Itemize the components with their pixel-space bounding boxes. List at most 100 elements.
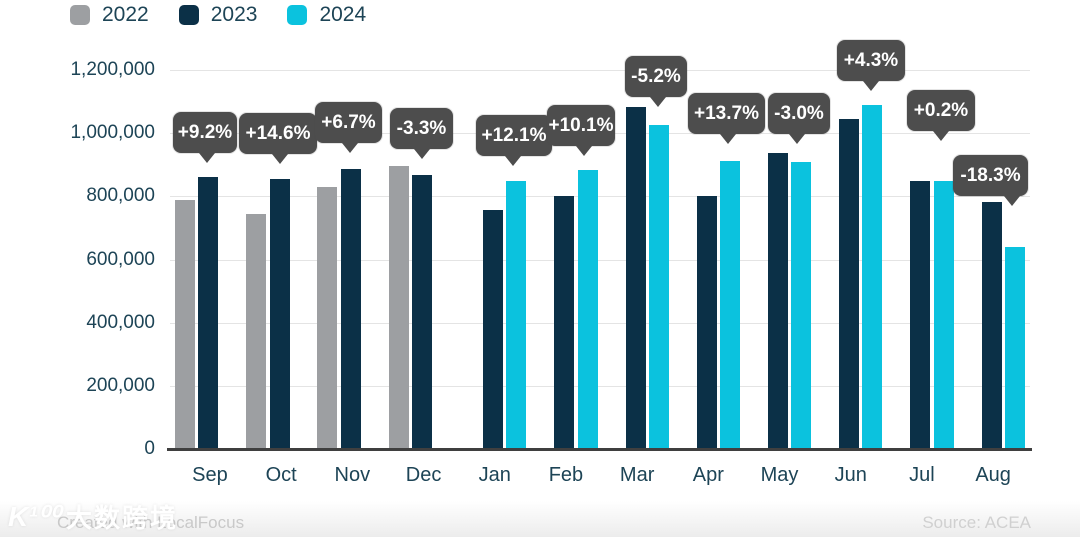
callout-tail-icon <box>933 131 949 141</box>
bar-2023-Apr[interactable] <box>696 195 717 449</box>
callout-Jun: +4.3% <box>837 40 905 91</box>
legend-item-2024[interactable]: 2024 <box>287 4 366 26</box>
callout-tail-icon <box>789 134 805 144</box>
x-tick-label-Nov: Nov <box>334 464 371 486</box>
bar-2023-Jun[interactable] <box>839 118 860 449</box>
callout-May: -3.0% <box>768 93 830 144</box>
bar-2024-Aug[interactable] <box>1004 246 1025 449</box>
gridline <box>170 259 1030 261</box>
bar-2023-Jul[interactable] <box>910 181 931 449</box>
callout-label: +6.7% <box>321 111 376 133</box>
bar-2023-Nov[interactable] <box>340 169 361 449</box>
created-with-label: Created with LocalFocus <box>57 513 245 532</box>
bar-2023-Sep[interactable] <box>198 177 219 449</box>
callout-label: -18.3% <box>960 164 1021 186</box>
callout-tail-icon <box>272 154 288 164</box>
callout-label: +12.1% <box>481 124 547 146</box>
legend-label: 2024 <box>319 3 367 26</box>
bar-2022-Dec[interactable] <box>388 165 409 449</box>
legend-swatch-icon <box>287 5 308 25</box>
legend-swatch-icon <box>70 5 90 25</box>
callout-label: +9.2% <box>177 121 233 143</box>
legend-item-2023[interactable]: 2023 <box>178 3 258 26</box>
callout-tail-icon <box>414 149 430 159</box>
x-tick-label-Feb: Feb <box>548 464 584 486</box>
legend-swatch-icon <box>178 5 199 25</box>
callout-Sep: +9.2% <box>173 112 237 163</box>
callout-label: -3.0% <box>774 102 824 124</box>
bar-2024-Jan[interactable] <box>506 181 527 449</box>
x-axis-baseline <box>167 448 1032 451</box>
watermark-logo-icon: K¹⁰⁰ <box>8 501 60 532</box>
bar-2023-Dec[interactable] <box>411 175 432 449</box>
callout-Feb: +10.1% <box>547 105 615 156</box>
y-tick-label: 0 <box>144 438 155 460</box>
x-tick-label-Jun: Jun <box>834 464 867 486</box>
bar-2023-Jan[interactable] <box>483 210 504 449</box>
y-tick-label: 800,000 <box>86 185 155 207</box>
callout-label: +0.2% <box>913 99 969 121</box>
chart-legend: 2022 2023 2024 <box>70 4 366 26</box>
callout-tail-icon <box>505 156 521 166</box>
x-tick-label-Oct: Oct <box>265 464 297 486</box>
callout-Apr: +13.7% <box>688 93 765 144</box>
callout-tail-icon <box>342 143 358 153</box>
x-tick-label-Dec: Dec <box>405 464 442 486</box>
callout-Nov: +6.7% <box>315 102 382 153</box>
bar-2024-Feb[interactable] <box>577 170 598 449</box>
callout-tail-icon <box>1004 196 1020 206</box>
legend-label: 2023 <box>210 3 258 26</box>
x-tick-label-Aug: Aug <box>975 464 1011 486</box>
callout-Jan: +12.1% <box>476 115 552 166</box>
legend-item-2022[interactable]: 2022 <box>70 4 149 26</box>
bar-2022-Oct[interactable] <box>246 213 267 449</box>
callout-Oct: +14.6% <box>239 113 317 164</box>
callout-label: -3.3% <box>396 117 447 139</box>
gridline <box>170 70 1030 71</box>
x-tick-label-Apr: Apr <box>692 464 724 486</box>
callout-label: +14.6% <box>245 122 311 144</box>
callout-Mar: -5.2% <box>625 56 687 107</box>
bar-2024-Jun[interactable] <box>862 104 883 449</box>
bar-2023-Feb[interactable] <box>554 196 575 449</box>
y-tick-label: 400,000 <box>86 311 155 333</box>
callout-tail-icon <box>650 97 666 107</box>
gridline <box>170 385 1030 387</box>
callout-label: +10.1% <box>548 114 614 136</box>
bar-2022-Nov[interactable] <box>317 186 338 449</box>
y-tick-label: 200,000 <box>86 374 155 396</box>
callout-Dec: -3.3% <box>390 108 453 159</box>
x-tick-label-Jul: Jul <box>909 464 935 486</box>
callout-label: +13.7% <box>694 102 759 124</box>
bar-2023-Oct[interactable] <box>269 179 290 449</box>
x-tick-label-Mar: Mar <box>619 464 655 486</box>
callout-Jul: +0.2% <box>907 90 975 141</box>
gridline <box>170 196 1030 198</box>
callout-tail-icon <box>863 81 879 91</box>
bar-2024-May[interactable] <box>791 162 812 449</box>
bar-2023-Aug[interactable] <box>981 201 1002 449</box>
gridline <box>170 322 1030 324</box>
bar-2024-Jul[interactable] <box>933 180 954 449</box>
bar-2024-Apr[interactable] <box>720 160 740 449</box>
callout-label: +4.3% <box>843 49 899 71</box>
source-label: Source: ACEA <box>922 513 1031 532</box>
legend-label: 2022 <box>102 3 149 26</box>
x-tick-label-Jan: Jan <box>478 464 511 486</box>
callout-Aug: -18.3% <box>953 155 1028 206</box>
footer-strip: Created with LocalFocus Source: ACEA K¹⁰… <box>0 501 1080 537</box>
watermark-text: 大数跨境 <box>66 503 179 533</box>
bar-2022-Sep[interactable] <box>175 200 195 449</box>
bar-2023-May[interactable] <box>767 153 788 449</box>
y-tick-label: 600,000 <box>86 248 155 270</box>
bar-2024-Mar[interactable] <box>648 124 669 449</box>
callout-label: -5.2% <box>631 65 681 87</box>
y-tick-label: 1,000,000 <box>70 122 155 144</box>
watermark: K¹⁰⁰ 大数跨境 <box>8 498 178 535</box>
x-tick-label-May: May <box>760 464 799 486</box>
callout-tail-icon <box>199 153 215 163</box>
callout-tail-icon <box>576 146 592 156</box>
callout-tail-icon <box>720 134 736 144</box>
bar-2023-Mar[interactable] <box>625 106 646 449</box>
